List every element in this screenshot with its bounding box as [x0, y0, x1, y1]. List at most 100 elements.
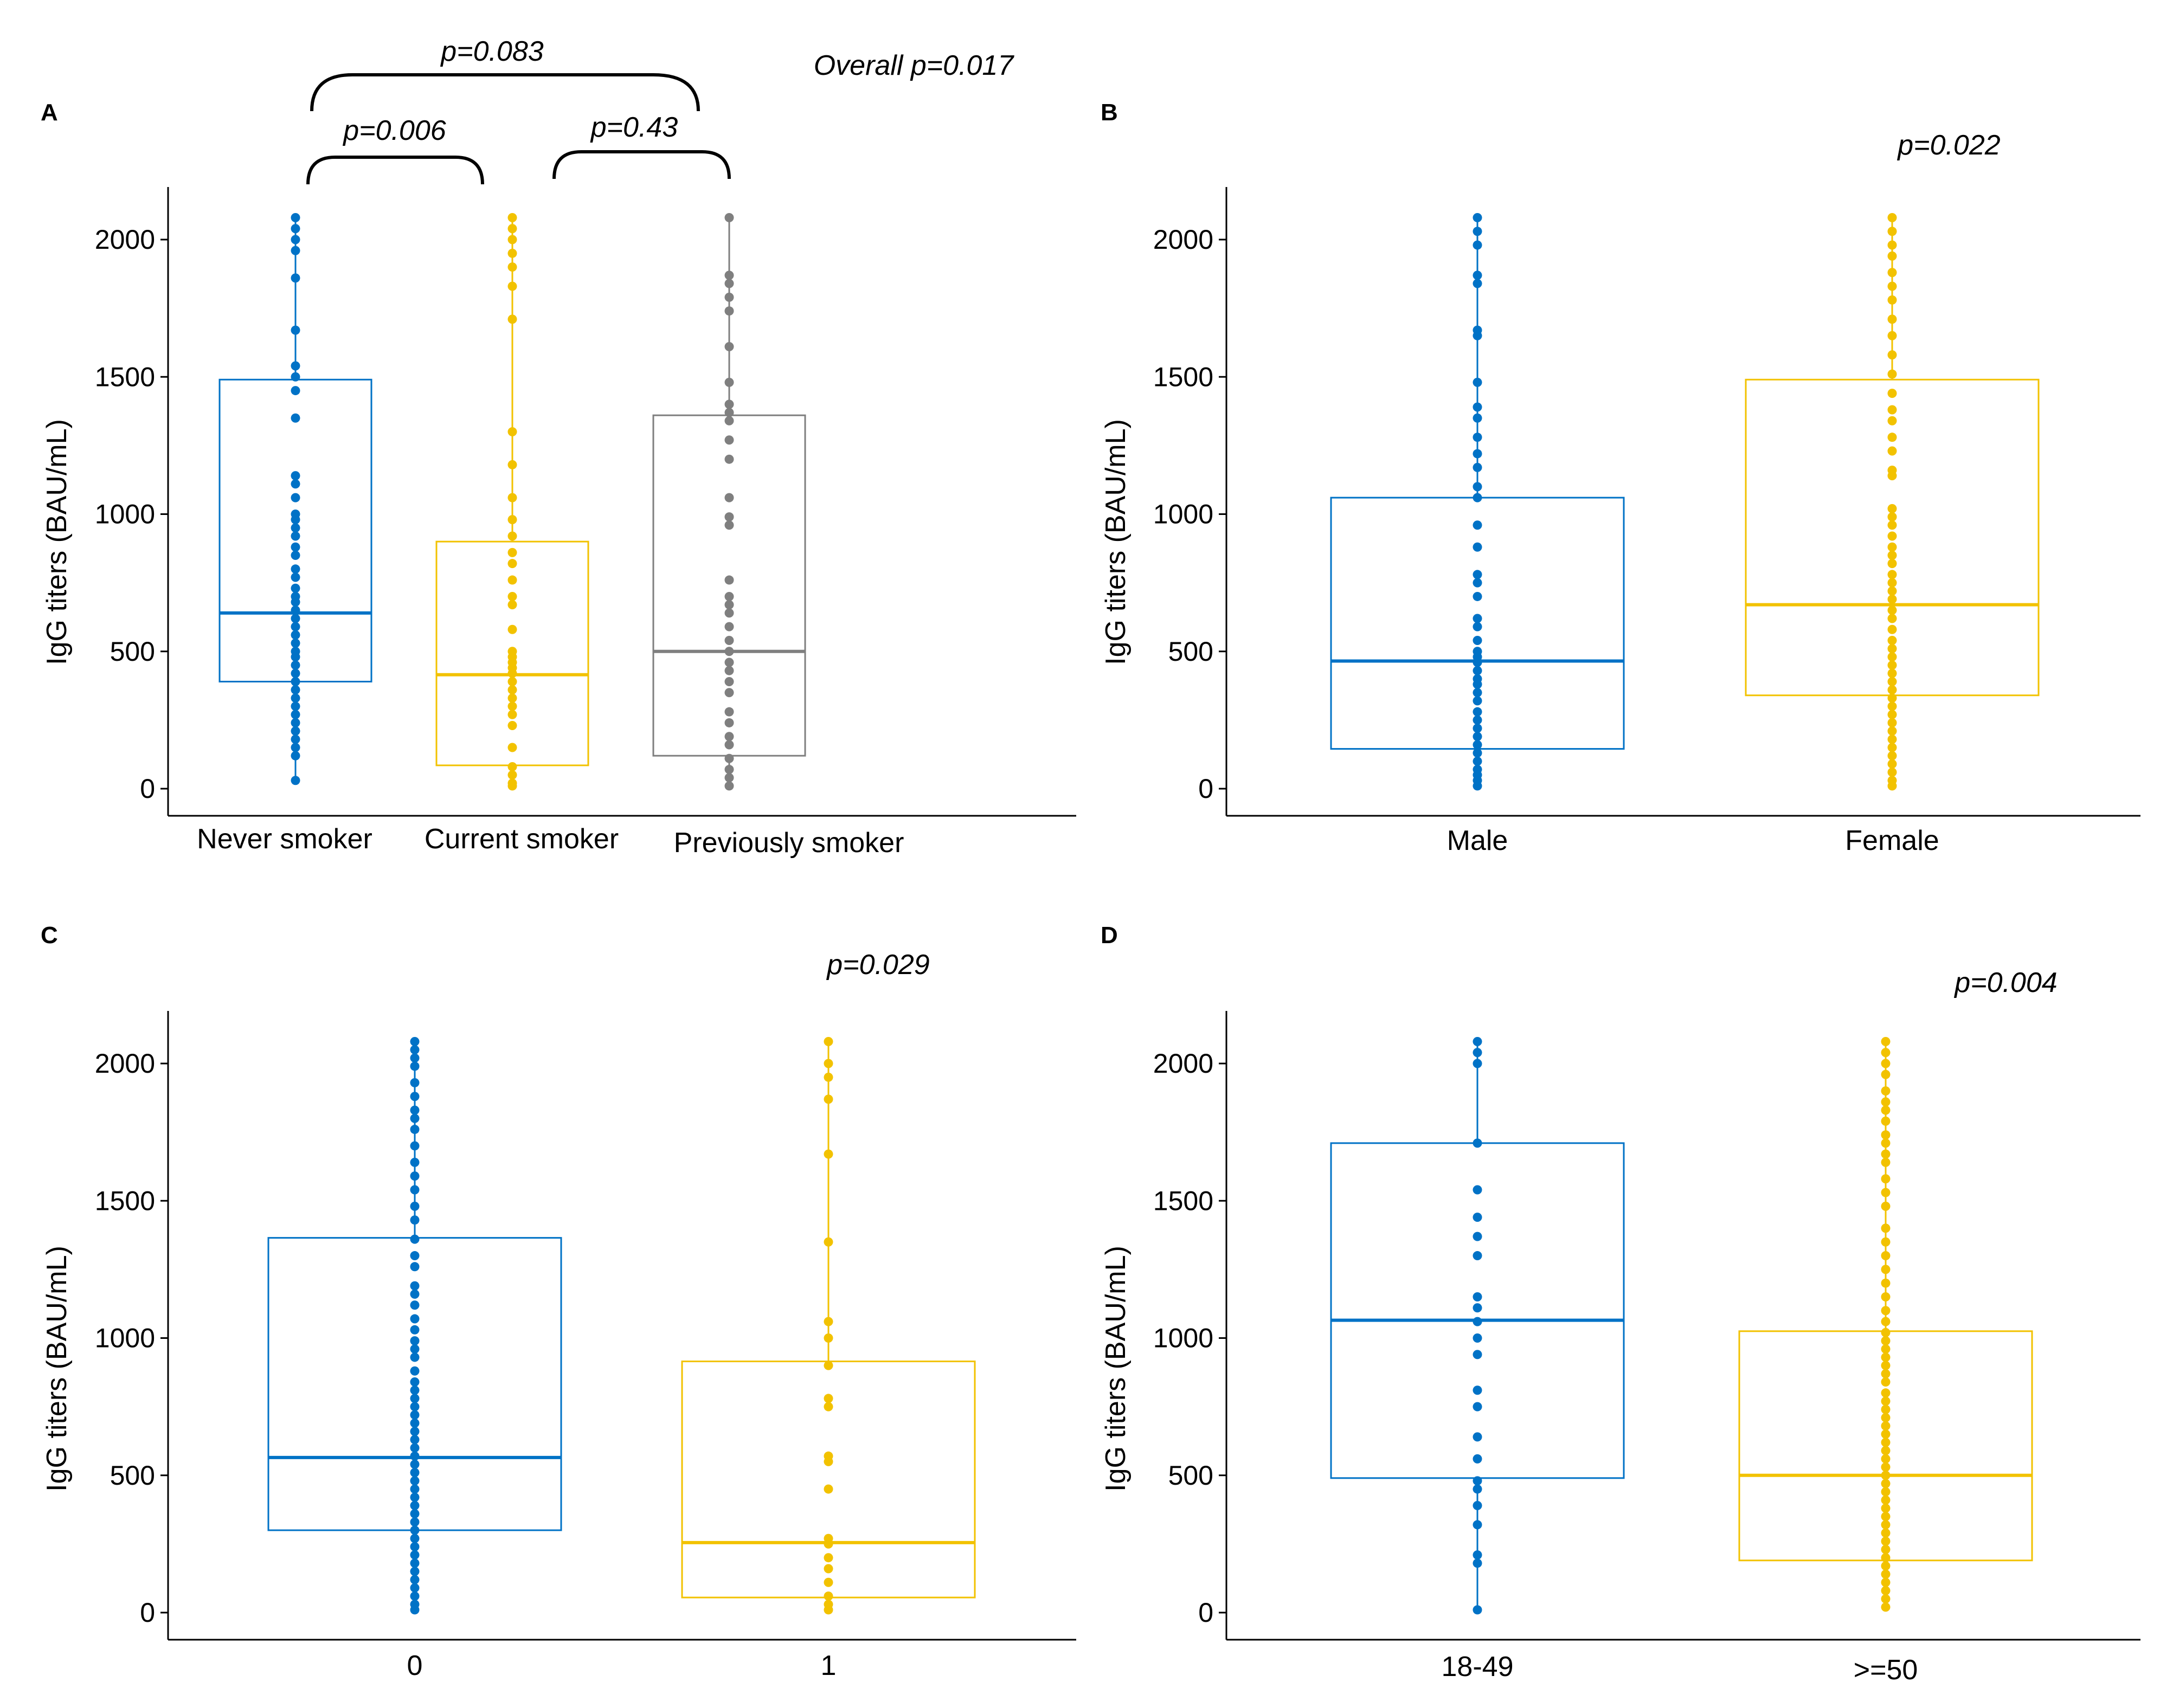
panel-a-y-tick-label-2000: 2000 — [95, 224, 155, 255]
panel-a-0-point — [291, 493, 300, 502]
panel-b-1-point — [1887, 726, 1897, 736]
panel-d-0-point — [1473, 1550, 1482, 1560]
panel-d-y-ticks: 0 500 1000 1500 2000 — [1153, 1048, 1226, 1628]
panel-d-0-point — [1473, 1402, 1482, 1411]
panel-b-1-point — [1887, 768, 1897, 777]
panel-b-0-point — [1473, 520, 1482, 530]
panel-d-1-point — [1881, 1361, 1891, 1370]
panel-b-0-point — [1473, 542, 1482, 552]
panel-b-y-tick-label-0: 0 — [1198, 774, 1213, 804]
panel-a-2-point — [724, 622, 734, 631]
panel-c-0-point — [410, 1542, 420, 1551]
panel-d-1-point — [1881, 1278, 1891, 1288]
panel-c-y-ticks: 0 500 1000 1500 2000 — [95, 1048, 168, 1628]
panel-b-y-tick-label-2000: 2000 — [1153, 224, 1213, 255]
panel-a-y-ticks: 0 500 1000 1500 2000 — [95, 224, 168, 804]
panel-b-y-tick-label-1500: 1500 — [1153, 362, 1213, 392]
panel-b-1-point — [1887, 520, 1897, 530]
panel-b-0-point — [1473, 688, 1482, 698]
panel-a-0-point — [291, 531, 300, 541]
panel-d-y-tick-label-500: 500 — [1168, 1460, 1213, 1491]
panel-c: C IgG titers (BAU/mL) 0 500 1000 1500 2000 0… — [41, 922, 1076, 1681]
panel-d-1-point — [1881, 1438, 1891, 1447]
panel-a-2-point — [724, 740, 734, 750]
panel-a-y-axis-title: IgG titers (BAU/mL) — [41, 419, 73, 665]
panel-b-1-point — [1887, 676, 1897, 686]
panel-d-1-point — [1881, 1237, 1891, 1247]
panel-a-0-point — [291, 325, 300, 335]
panel-b-1-point — [1887, 433, 1897, 442]
panel-a-0-point — [291, 413, 300, 423]
panel-a-2-point — [724, 781, 734, 791]
panel-a-p-never-previously: p=0.083 — [440, 36, 543, 67]
panel-d-letter: D — [1101, 922, 1118, 949]
panel-b-0-point — [1473, 377, 1482, 387]
panel-c-0-point — [410, 1435, 420, 1445]
panel-b-1-point — [1887, 710, 1897, 719]
panel-d: D IgG titers (BAU/mL) 0 500 1000 1500 2000 1… — [1100, 922, 2140, 1686]
panel-a-2-point — [724, 765, 734, 775]
panel-d-1-point — [1881, 1561, 1891, 1571]
panel-a-1-point — [507, 575, 517, 585]
panel-c-0-point — [410, 1402, 420, 1411]
panel-c-0-point — [410, 1583, 420, 1593]
panel-a-y-tick-label-500: 500 — [110, 636, 155, 667]
panel-a-2-point — [724, 520, 734, 530]
panel-d-0-point — [1473, 1292, 1482, 1302]
panel-b-1-point — [1887, 781, 1897, 791]
panel-b-0-point — [1473, 331, 1482, 340]
panel-a-0-point — [291, 718, 300, 727]
panel-a-0-point — [291, 572, 300, 582]
panel-b-0-point — [1473, 449, 1482, 459]
panel-d-0-point — [1473, 1317, 1482, 1326]
panel-b-1-point — [1887, 570, 1897, 579]
panel-d-1-point — [1881, 1097, 1891, 1107]
panel-c-y-tick-label-2000: 2000 — [95, 1048, 155, 1079]
panel-b-x-label-male: Male — [1447, 825, 1508, 856]
panel-a-1-point — [507, 770, 517, 780]
panel-a-0-point — [291, 660, 300, 670]
panel-b-1-point — [1887, 693, 1897, 703]
panel-d-1-point — [1881, 1545, 1891, 1555]
panel-d-0-point — [1473, 1476, 1482, 1486]
panel-a-1-point — [507, 235, 517, 244]
panel-c-0-point — [410, 1451, 420, 1461]
panel-c-0-point — [410, 1509, 420, 1519]
panel-a-0-point — [291, 479, 300, 489]
panel-a-0-point — [291, 685, 300, 695]
panel-d-1-point — [1881, 1569, 1891, 1579]
panel-a-2-point — [724, 718, 734, 727]
panel-a-2-point — [724, 292, 734, 302]
panel-a-2-point — [724, 753, 734, 763]
panel-a-p-never-current: p=0.006 — [342, 115, 446, 146]
panel-a-0-point — [291, 372, 300, 382]
panel-a-0-point — [291, 676, 300, 686]
panel-c-y-tick-label-1000: 1000 — [95, 1323, 155, 1353]
panel-c-0-point — [410, 1125, 420, 1135]
panel-c-0-point — [410, 1459, 420, 1469]
panel-a-0-point — [291, 743, 300, 752]
panel-d-0-point — [1473, 1213, 1482, 1222]
panel-a-2-point — [724, 676, 734, 686]
panel-d-1-point — [1881, 1487, 1891, 1497]
panel-c-1-point — [824, 1059, 833, 1068]
panel-d-0-point — [1473, 1138, 1482, 1148]
panel-d-0-point — [1473, 1484, 1482, 1494]
panel-d-1-point — [1881, 1462, 1891, 1472]
panel-b-0-point — [1473, 707, 1482, 717]
panel-d-boxes — [1330, 1041, 2033, 1612]
panel-b-letter: B — [1101, 99, 1118, 126]
panel-a-1-point — [507, 710, 517, 719]
panel-a-0-point — [291, 751, 300, 760]
panel-c-0-point — [410, 1281, 420, 1291]
panel-d-0-point — [1473, 1036, 1482, 1046]
panel-a-2-point — [724, 707, 734, 717]
panel-a-1-point — [507, 427, 517, 437]
panel-d-0-point — [1473, 1333, 1482, 1343]
panel-b-1-point — [1887, 268, 1897, 278]
panel-d-1-point — [1881, 1265, 1891, 1274]
panel-b-1-point — [1887, 542, 1897, 552]
panel-c-1-point — [824, 1402, 833, 1411]
panel-a-2-point — [724, 493, 734, 502]
